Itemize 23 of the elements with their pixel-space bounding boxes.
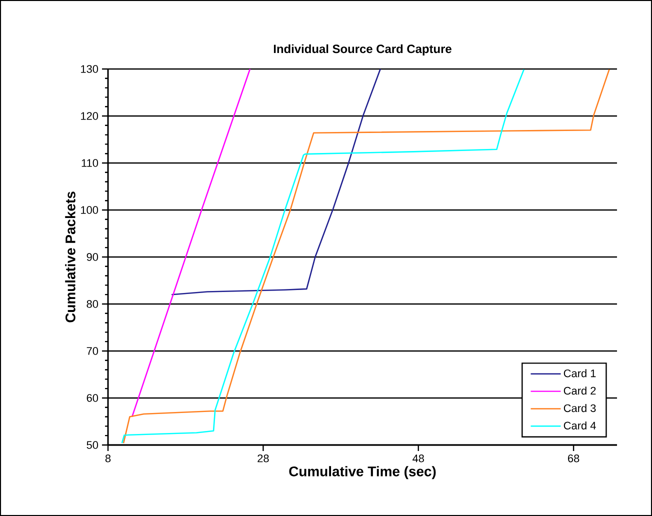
legend-label: Card 1 [564,369,596,378]
y-tick-label: 100 [81,206,98,214]
y-tick-label: 80 [86,300,98,308]
x-tick-label: 68 [568,454,580,462]
y-tick-label: 120 [81,112,98,120]
line-series [121,68,525,444]
chart-title: Individual Source Card Capture [274,44,452,56]
x-axis-title: Cumulative Time (sec) [289,466,436,480]
y-tick-label: 90 [86,253,98,261]
y-tick-label: 60 [86,394,98,402]
x-tick-label: 28 [258,454,269,462]
y-axis-title: Cumulative Packets [65,192,76,322]
y-tick-label: 110 [82,159,98,167]
line-series [122,68,610,444]
legend-label: Card 4 [564,421,596,430]
legend-label: Card 2 [564,386,596,395]
x-tick-label: 48 [412,454,424,462]
line-series [170,68,382,296]
y-tick-label: 70 [86,347,98,355]
x-tick-label: 8 [105,454,111,462]
y-tick-label: 50 [86,441,98,449]
y-tick-label: 130 [81,65,98,73]
legend-label: Card 3 [564,404,596,412]
